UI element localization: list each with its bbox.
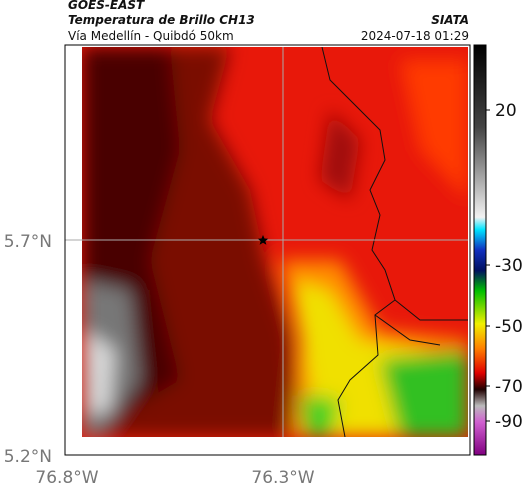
colorbar-label: -90 <box>495 412 523 432</box>
colorbar-label: -50 <box>495 317 523 337</box>
colorbar-label: -70 <box>495 377 523 397</box>
subtitle: Temperatura de Brillo CH13 <box>68 13 255 27</box>
map-frame <box>64 44 471 456</box>
colorbar-ticks <box>486 109 490 422</box>
route: Vía Medellín - Quibdó 50km <box>68 29 234 43</box>
title: GOES-EAST <box>68 0 145 12</box>
lat-label: 5.2°N <box>4 447 52 467</box>
satellite-image <box>82 47 468 437</box>
colorbar-label: 20 <box>495 101 517 121</box>
lat-label: 5.7°N <box>4 232 52 252</box>
lon-label: 76.8°W <box>35 468 98 488</box>
source: SIATA <box>431 13 469 27</box>
lon-label: 76.3°W <box>251 468 314 488</box>
colorbar <box>473 44 487 456</box>
borders <box>321 47 468 437</box>
timestamp: 2024-07-18 01:29 <box>361 29 469 43</box>
location-marker <box>257 235 269 245</box>
colorbar-label: -30 <box>495 256 523 276</box>
